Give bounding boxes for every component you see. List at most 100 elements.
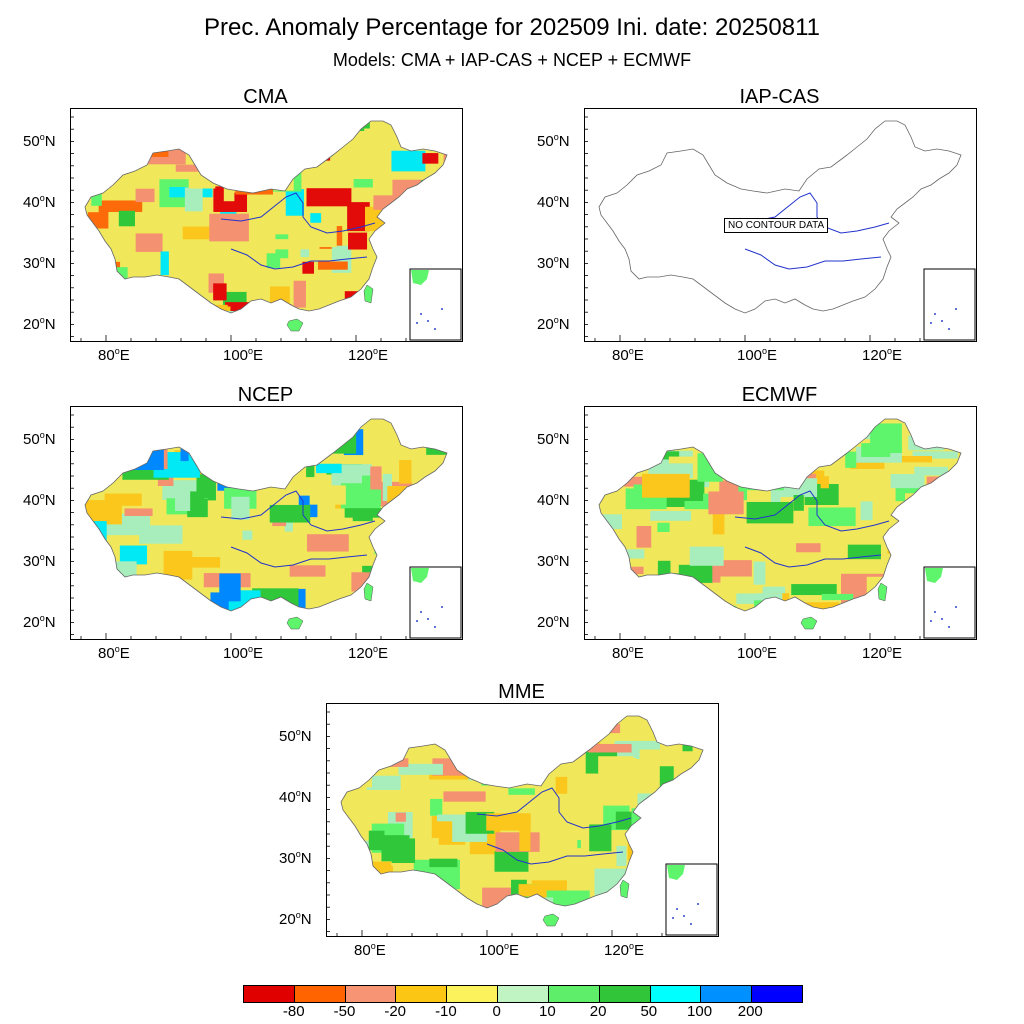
lat-label: 20oN — [537, 315, 570, 333]
taiwan-island — [363, 582, 374, 602]
inset-coast — [667, 865, 685, 880]
inset-island — [427, 320, 429, 322]
map-canvas — [585, 414, 976, 639]
colorbar-segment — [548, 986, 600, 1002]
lat-label: 40oN — [279, 788, 312, 806]
lat-label: 30oN — [537, 552, 570, 570]
map-frame — [70, 406, 463, 640]
map-canvas — [327, 711, 718, 936]
colorbar-label: -80 — [282, 1003, 305, 1020]
inset-island — [934, 313, 936, 315]
yangtze-river — [744, 248, 882, 270]
lon-label: 80oE — [354, 941, 386, 959]
colorbar-segment — [294, 986, 346, 1002]
lon-label: 120oE — [862, 346, 903, 364]
colorbar-segment — [599, 986, 651, 1002]
lon-label: 120oE — [604, 941, 645, 959]
taiwan-island — [619, 879, 630, 899]
lon-label: 80oE — [98, 644, 130, 662]
inset-island — [930, 322, 932, 324]
inset-island — [683, 915, 685, 917]
yellow-river — [734, 192, 890, 234]
colorbar-label: 20 — [589, 1003, 607, 1020]
map-frame — [70, 108, 463, 342]
map-canvas — [585, 116, 976, 341]
lat-label: 40oN — [537, 193, 570, 211]
anomaly-field — [341, 716, 703, 908]
inset-island — [416, 322, 418, 324]
lat-label: 30oN — [23, 254, 56, 272]
panel-cma: CMA 50oN 40oN 30oN 20oN 80oE 100oE 120oE — [23, 86, 463, 364]
panel-ncep: NCEP 50oN 40oN 30oN 20oN 80oE 100oE 120oE — [23, 384, 463, 662]
panel-ecmwf: ECMWF 50oN 40oN 30oN 20oN 80oE 100oE 120oE — [537, 384, 977, 662]
inset-island — [676, 908, 678, 910]
lon-label: 120oE — [348, 346, 389, 364]
colorbar-label: 200 — [737, 1003, 763, 1020]
panel-title: CMA — [243, 86, 288, 108]
inset-island — [672, 917, 674, 919]
inset-island — [441, 308, 443, 310]
taiwan-island — [877, 582, 888, 602]
yellow-river — [734, 490, 890, 532]
panel-mme: MME 50oN 40oN 30oN 20oN 80oE 100oE 120oE — [279, 681, 719, 959]
colorbar-segment — [701, 986, 753, 1002]
lat-label: 20oN — [23, 613, 56, 631]
hainan-island — [286, 616, 304, 630]
colorbar-label: -50 — [333, 1003, 356, 1020]
lat-label: 40oN — [23, 491, 56, 509]
colorbar-label: 10 — [539, 1003, 556, 1020]
inset-island — [434, 626, 436, 628]
colorbar-segment — [447, 986, 499, 1002]
yangtze-river — [486, 843, 624, 865]
inset-island — [420, 611, 422, 613]
inset-island — [427, 618, 429, 620]
no-data-label: NO CONTOUR DATA — [724, 218, 829, 233]
colorbar-label: 50 — [640, 1003, 658, 1020]
lat-label: 30oN — [537, 254, 570, 272]
panel-title: NCEP — [237, 384, 294, 406]
inset-island — [955, 308, 957, 310]
panel-title: IAP-CAS — [739, 86, 820, 108]
hainan-island — [542, 913, 560, 927]
country-boundary — [598, 120, 962, 314]
yellow-river — [476, 787, 632, 829]
inset-island — [930, 620, 932, 622]
lat-label: 40oN — [23, 193, 56, 211]
inset-island — [441, 606, 443, 608]
yellow-river — [220, 490, 376, 532]
inset-island — [434, 328, 436, 330]
inset-coast — [411, 568, 429, 583]
map-frame — [326, 703, 719, 937]
colorbar-segment — [396, 986, 448, 1002]
lon-label: 100oE — [737, 346, 778, 364]
colorbar-segment — [498, 986, 549, 1002]
country-boundary — [598, 418, 962, 612]
inset-island — [934, 611, 936, 613]
anomaly-field — [85, 121, 447, 313]
lat-label: 30oN — [279, 849, 312, 867]
lat-label: 20oN — [279, 910, 312, 928]
lon-label: 100oE — [479, 941, 520, 959]
inset-island — [941, 320, 943, 322]
lon-label: 100oE — [223, 346, 264, 364]
map-canvas — [71, 116, 462, 341]
lat-label: 30oN — [23, 552, 56, 570]
lat-label: 50oN — [279, 727, 312, 745]
inset-island — [941, 618, 943, 620]
anomaly-field — [599, 419, 961, 611]
inset-island — [948, 626, 950, 628]
colorbar-label: -20 — [384, 1003, 407, 1020]
inset-island — [697, 903, 699, 905]
inset-coast — [411, 270, 429, 285]
figure-subtitle: Models: CMA + IAP-CAS + NCEP + ECMWF — [332, 50, 692, 70]
lon-label: 120oE — [862, 644, 903, 662]
colorbar-segment — [345, 986, 397, 1002]
lon-label: 120oE — [348, 644, 389, 662]
panel-title: MME — [498, 681, 545, 703]
taiwan-island — [363, 284, 374, 304]
inset-island — [420, 313, 422, 315]
map-canvas — [71, 414, 462, 639]
colorbar-segment — [650, 986, 702, 1002]
inset-coast — [925, 568, 943, 583]
map-frame — [584, 406, 977, 640]
